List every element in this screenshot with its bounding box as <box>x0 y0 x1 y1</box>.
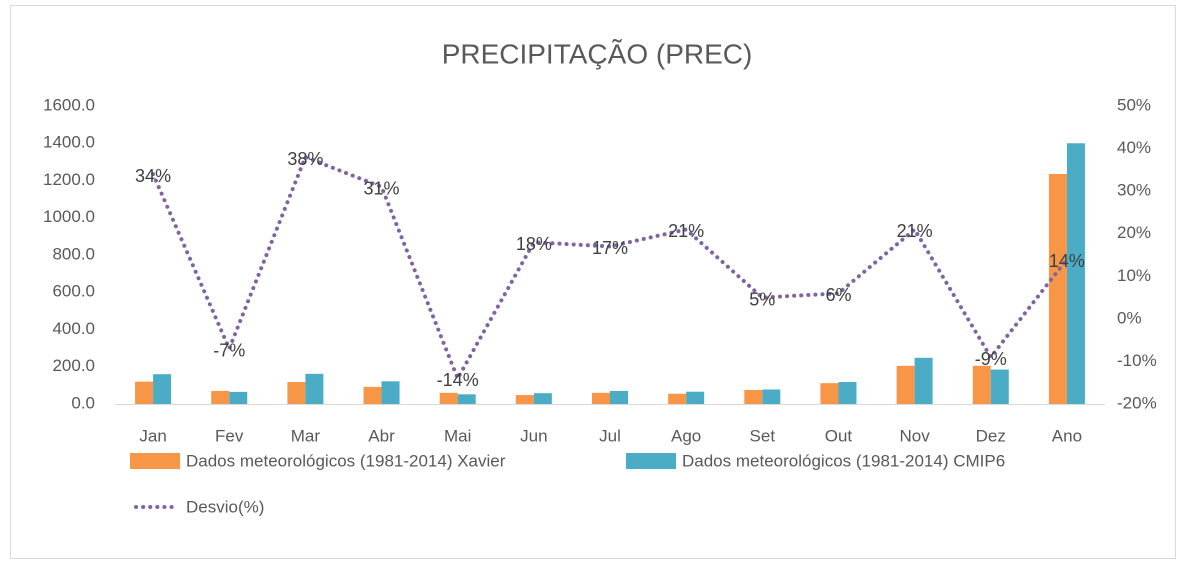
bar <box>686 391 705 404</box>
y-tick-label: 400.0 <box>52 319 95 338</box>
data-label: 21% <box>668 221 704 241</box>
x-tick-label: Mai <box>444 426 471 445</box>
y-tick-label: 1600.0 <box>43 95 95 114</box>
bar <box>592 392 610 404</box>
bar <box>1066 143 1085 404</box>
chart-border <box>10 5 1176 559</box>
x-tick-label: Abr <box>368 426 395 445</box>
y2-tick-label: 10% <box>1117 266 1151 285</box>
y2-tick-label: -10% <box>1117 351 1157 370</box>
y2-tick-label: 0% <box>1117 308 1142 327</box>
legend-swatch <box>626 453 676 469</box>
x-tick-label: Dez <box>976 426 1006 445</box>
data-label: 34% <box>135 166 171 186</box>
x-tick-label: Out <box>825 426 853 445</box>
data-label: 17% <box>592 238 628 258</box>
line <box>151 154 1069 384</box>
data-label: -9% <box>975 349 1007 369</box>
bar <box>914 357 933 404</box>
bar <box>1048 173 1067 404</box>
bar <box>381 381 400 404</box>
bar <box>668 393 687 404</box>
y2-tick-label: -20% <box>1117 393 1157 412</box>
y2-tick-label: 30% <box>1117 181 1151 200</box>
bar <box>439 392 458 404</box>
bar <box>820 383 839 404</box>
bar <box>515 395 534 404</box>
bar <box>838 382 857 404</box>
x-tick-label: Jun <box>520 426 547 445</box>
data-label: -14% <box>437 370 479 390</box>
y2-tick-label: 50% <box>1117 95 1151 114</box>
bar <box>287 382 306 404</box>
chart-title: PRECIPITAÇÃO (PREC) <box>442 38 753 69</box>
y-tick-label: 600.0 <box>52 282 95 301</box>
bar <box>211 390 230 404</box>
x-tick-label: Jan <box>139 426 166 445</box>
bar <box>762 389 781 404</box>
data-label: 5% <box>749 289 775 309</box>
bar <box>305 373 324 404</box>
data-label: 31% <box>364 179 400 199</box>
bar <box>610 390 628 404</box>
x-tick-label: Mar <box>291 426 321 445</box>
bar <box>744 390 763 404</box>
data-label: 38% <box>287 149 323 169</box>
y-tick-label: 1000.0 <box>43 207 95 226</box>
data-label: 18% <box>516 234 552 254</box>
bar <box>363 386 382 404</box>
data-label: 14% <box>1049 251 1085 271</box>
y-tick-label: 1200.0 <box>43 170 95 189</box>
legend-label: Dados meteorológicos (1981-2014) CMIP6 <box>682 451 1005 470</box>
bar <box>153 374 172 404</box>
y-tick-label: 200.0 <box>52 356 95 375</box>
legend-label: Desvio(%) <box>186 497 264 516</box>
x-tick-label: Fev <box>215 426 244 445</box>
x-tick-label: Ago <box>671 426 701 445</box>
y-tick-label: 1400.0 <box>43 133 95 152</box>
x-tick-label: Jul <box>599 426 621 445</box>
x-tick-label: Set <box>750 426 776 445</box>
x-tick-label: Ano <box>1052 426 1082 445</box>
bar <box>972 365 991 404</box>
bar <box>457 394 476 404</box>
y-tick-label: 0.0 <box>71 393 95 412</box>
legend-swatch <box>130 453 180 469</box>
data-label: -7% <box>213 340 245 360</box>
legend-label: Dados meteorológicos (1981-2014) Xavier <box>186 451 506 470</box>
data-label: 21% <box>897 221 933 241</box>
y2-tick-label: 20% <box>1117 223 1151 242</box>
y2-tick-label: 40% <box>1117 138 1151 157</box>
bar <box>990 369 1009 404</box>
bar <box>533 393 552 404</box>
x-tick-label: Nov <box>899 426 930 445</box>
y-tick-label: 800.0 <box>52 244 95 263</box>
bar <box>896 365 915 404</box>
data-label: 6% <box>825 285 851 305</box>
bar <box>229 391 248 404</box>
bar <box>135 381 154 404</box>
